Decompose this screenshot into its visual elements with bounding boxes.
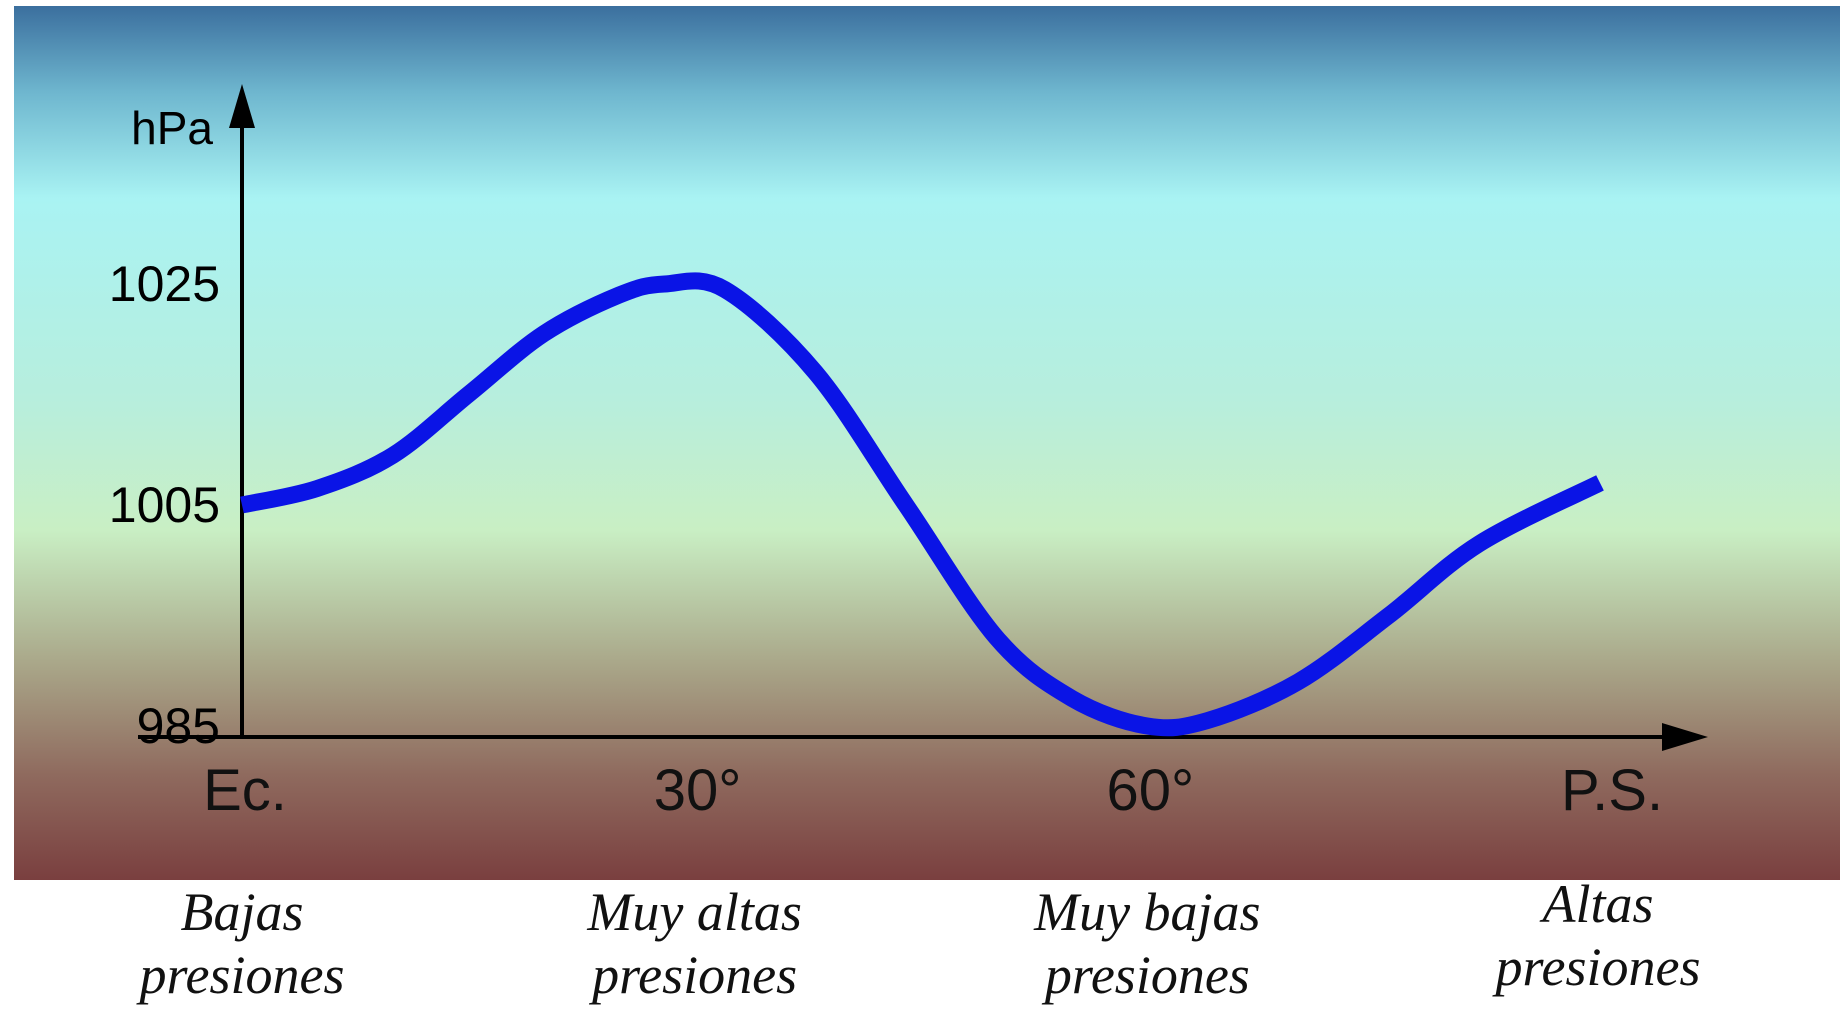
annotation-label: Bajas presiones: [136, 882, 345, 1005]
annotation-label: Muy altas presiones: [586, 882, 801, 1005]
annotation-line: presiones: [588, 945, 797, 1005]
x-tick-labels: Ec. 30° 60° P.S.: [203, 758, 1663, 823]
y-tick-labels: 985 1005 1025: [109, 256, 220, 754]
y-axis-label: hPa: [131, 102, 213, 154]
x-tick-label: P.S.: [1561, 758, 1663, 823]
series-line-pressure: [240, 272, 1604, 737]
x-tick-label: Ec.: [203, 758, 287, 823]
axes: hPa: [131, 84, 1708, 751]
annotation-line: Muy bajas: [1033, 882, 1260, 942]
annotation-line: presiones: [1041, 945, 1250, 1005]
annotation-line: Muy altas: [586, 882, 801, 942]
y-tick-label: 1005: [109, 477, 220, 533]
series-layer: [240, 272, 1604, 737]
annotation-line: presiones: [136, 945, 345, 1005]
annotation-label: Altas presiones: [1492, 874, 1701, 997]
annotation-line: Bajas: [180, 882, 303, 942]
y-tick-label: 985: [137, 698, 220, 754]
x-axis-arrow: [1662, 723, 1708, 751]
annotation-line: presiones: [1492, 937, 1701, 997]
y-axis-arrow: [229, 84, 255, 128]
chart-background: [14, 6, 1840, 880]
x-tick-label: 60°: [1106, 758, 1194, 823]
x-tick-label: 30°: [654, 758, 742, 823]
annotation-line: Altas: [1539, 874, 1653, 934]
annotation-label: Muy bajas presiones: [1033, 882, 1260, 1005]
y-tick-label: 1025: [109, 256, 220, 312]
